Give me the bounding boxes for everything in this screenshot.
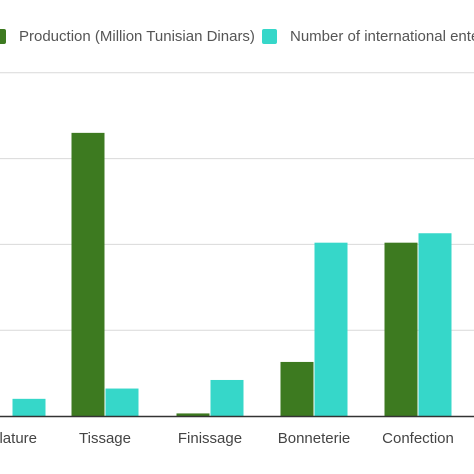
x-tick-label-bonneterie: Bonneterie	[278, 430, 351, 447]
bar-enterprises-finissage	[210, 379, 244, 416]
bar-production-finissage	[176, 413, 210, 416]
legend-swatch-production	[0, 29, 6, 44]
x-tick-label-confection: Confection	[382, 430, 454, 447]
legend-label-production: Production (Million Tunisian Dinars)	[19, 28, 255, 45]
legend-swatch-enterprises	[262, 29, 277, 44]
bar-enterprises-bonneterie	[314, 242, 348, 416]
x-tick-label-tissage: Tissage	[79, 430, 131, 447]
x-tick-label-filature: Filature	[0, 430, 37, 447]
legend-item-enterprises: Number of international enterprises	[262, 28, 474, 45]
bar-production-bonneterie	[280, 361, 314, 416]
legend-item-production: Production (Million Tunisian Dinars)	[0, 28, 255, 45]
legend-label-enterprises: Number of international enterprises	[290, 28, 474, 45]
legend: Production (Million Tunisian Dinars) Num…	[0, 22, 474, 52]
x-tick-label-finissage: Finissage	[178, 430, 242, 447]
bar-production-confection	[384, 242, 418, 416]
bar-enterprises-confection	[418, 233, 452, 416]
bar-production-tissage	[71, 132, 105, 417]
bar-enterprises-filature	[12, 398, 46, 416]
bar-enterprises-tissage	[105, 388, 139, 416]
